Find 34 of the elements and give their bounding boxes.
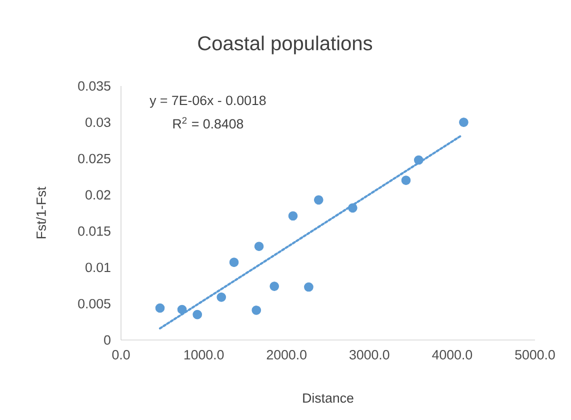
point	[252, 306, 262, 315]
y-tick-label: 0.035	[78, 81, 110, 91]
x-tick-label: 4000.0	[432, 350, 472, 360]
x-tick-label: 2000.0	[266, 350, 306, 360]
x-tick-label: 3000.0	[350, 350, 390, 360]
y-tick-label: 0.02	[86, 190, 110, 200]
x-tick-label: 0.0	[112, 350, 130, 360]
x-tick-label: 1000.0	[184, 350, 224, 360]
point	[177, 304, 187, 314]
point	[270, 282, 280, 291]
point	[229, 258, 239, 268]
y-tick-label: 0	[104, 335, 110, 345]
x-tick-label: 5000.0	[515, 350, 555, 360]
point	[304, 282, 314, 292]
y-axis-title: Fst/1-Fst	[36, 186, 46, 238]
y-tick-label: 0.025	[78, 154, 110, 164]
chart-title: Coastal populations	[198, 36, 372, 54]
point	[192, 310, 202, 320]
point	[216, 292, 226, 302]
annotation: y = 7E-06x - 0.0018	[150, 96, 266, 108]
point	[414, 155, 424, 165]
x-axis-title: Distance	[303, 392, 354, 403]
y-tick-label: 0.03	[86, 118, 110, 127]
annotation: R$^{2}$ = 0.8408	[173, 117, 244, 129]
point	[401, 176, 411, 185]
point	[459, 118, 468, 127]
point	[254, 242, 264, 252]
y-tick-label: 0.015	[78, 226, 110, 236]
y-tick-label: 0.005	[78, 298, 110, 308]
point	[314, 195, 324, 205]
y-tick-label: 0.01	[86, 262, 110, 272]
point	[348, 203, 358, 213]
point	[155, 303, 165, 313]
point	[288, 211, 298, 221]
